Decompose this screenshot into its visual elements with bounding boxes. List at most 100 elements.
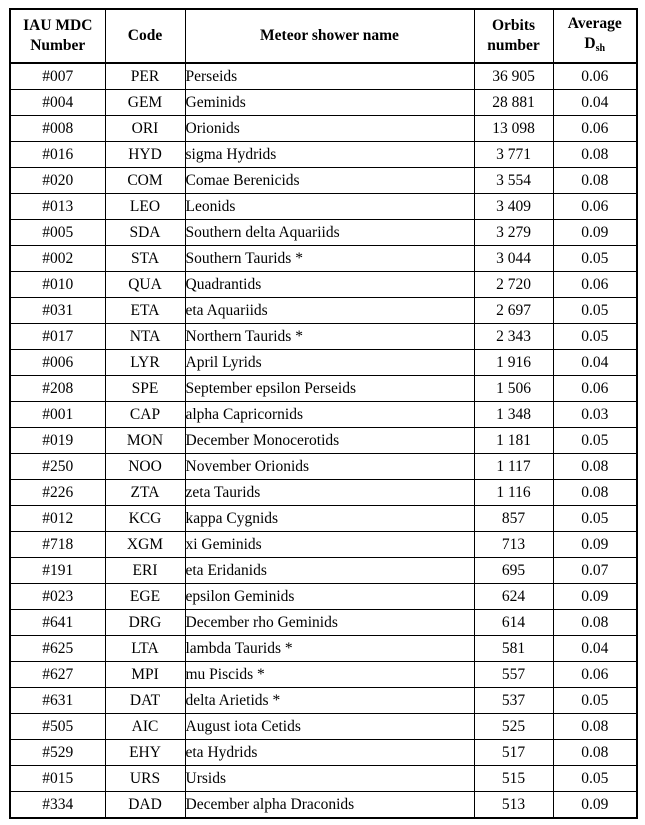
cell-name: September epsilon Perseids [184, 375, 475, 402]
cell-name: Ursids [184, 765, 475, 792]
cell-number: #631 [9, 687, 106, 714]
cell-dsh: 0.06 [552, 62, 638, 90]
cell-number: #031 [9, 297, 106, 324]
cell-dsh: 0.08 [552, 479, 638, 506]
cell-dsh: 0.06 [552, 115, 638, 142]
cell-dsh: 0.04 [552, 635, 638, 662]
cell-orbits: 1 116 [473, 479, 554, 506]
cell-dsh: 0.04 [552, 349, 638, 376]
table-row: #191 ERI eta Eridanids 695 0.07 [9, 557, 638, 584]
cell-code: MPI [104, 661, 186, 688]
cell-dsh: 0.08 [552, 141, 638, 168]
cell-dsh: 0.03 [552, 401, 638, 428]
cell-name: eta Hydrids [184, 739, 475, 766]
table-row: #007 PER Perseids 36 905 0.06 [9, 62, 638, 90]
cell-name: August iota Cetids [184, 713, 475, 740]
cell-number: #015 [9, 765, 106, 792]
cell-dsh: 0.07 [552, 557, 638, 584]
cell-number: #334 [9, 791, 106, 819]
cell-orbits: 3 279 [473, 219, 554, 246]
cell-orbits: 1 348 [473, 401, 554, 428]
cell-number: #718 [9, 531, 106, 558]
table-row: #250 NOO November Orionids 1 117 0.08 [9, 453, 638, 480]
cell-dsh: 0.06 [552, 193, 638, 220]
cell-orbits: 3 044 [473, 245, 554, 272]
cell-number: #005 [9, 219, 106, 246]
table-row: #001 CAP alpha Capricornids 1 348 0.03 [9, 401, 638, 428]
cell-number: #012 [9, 505, 106, 532]
cell-name: sigma Hydrids [184, 141, 475, 168]
table-row: #334 DAD December alpha Draconids 513 0.09 [9, 791, 638, 819]
cell-orbits: 695 [473, 557, 554, 584]
header-number-line2: Number [30, 37, 86, 54]
table-row: #208 SPE September epsilon Perseids 1 506 0.… [9, 375, 638, 402]
cell-number: #007 [9, 62, 106, 90]
cell-name: December Monocerotids [184, 427, 475, 454]
cell-dsh: 0.09 [552, 583, 638, 610]
cell-orbits: 713 [473, 531, 554, 558]
table-row: #529 EHY eta Hydrids 517 0.08 [9, 739, 638, 766]
table-row: #005 SDA Southern delta Aquariids 3 279 0.09 [9, 219, 638, 246]
cell-number: #001 [9, 401, 106, 428]
table-row: #004 GEM Geminids 28 881 0.04 [9, 89, 638, 116]
cell-code: ETA [104, 297, 186, 324]
cell-dsh: 0.09 [552, 531, 638, 558]
table-row: #226 ZTA zeta Taurids 1 116 0.08 [9, 479, 638, 506]
cell-name: mu Piscids * [184, 661, 475, 688]
cell-code: ZTA [104, 479, 186, 506]
cell-dsh: 0.06 [552, 661, 638, 688]
cell-orbits: 1 916 [473, 349, 554, 376]
cell-dsh: 0.08 [552, 453, 638, 480]
cell-dsh: 0.05 [552, 297, 638, 324]
cell-number: #023 [9, 583, 106, 610]
cell-code: NTA [104, 323, 186, 350]
cell-number: #016 [9, 141, 106, 168]
cell-orbits: 1 181 [473, 427, 554, 454]
table-row: #013 LEO Leonids 3 409 0.06 [9, 193, 638, 220]
cell-number: #020 [9, 167, 106, 194]
cell-number: #627 [9, 661, 106, 688]
cell-dsh: 0.06 [552, 375, 638, 402]
cell-dsh: 0.04 [552, 89, 638, 116]
cell-code: COM [104, 167, 186, 194]
table-row: #020 COM Comae Berenicids 3 554 0.08 [9, 167, 638, 194]
table-row: #016 HYD sigma Hydrids 3 771 0.08 [9, 141, 638, 168]
cell-name: Southern Taurids * [184, 245, 475, 272]
cell-name: eta Aquariids [184, 297, 475, 324]
table-row: #006 LYR April Lyrids 1 916 0.04 [9, 349, 638, 376]
cell-code: DAD [104, 791, 186, 819]
cell-orbits: 2 343 [473, 323, 554, 350]
cell-code: GEM [104, 89, 186, 116]
cell-dsh: 0.05 [552, 245, 638, 272]
cell-name: xi Geminids [184, 531, 475, 558]
cell-orbits: 581 [473, 635, 554, 662]
table-row: #019 MON December Monocerotids 1 181 0.05 [9, 427, 638, 454]
table-row: #627 MPI mu Piscids * 557 0.06 [9, 661, 638, 688]
cell-dsh: 0.05 [552, 427, 638, 454]
cell-orbits: 857 [473, 505, 554, 532]
cell-dsh: 0.05 [552, 505, 638, 532]
cell-number: #006 [9, 349, 106, 376]
cell-code: ERI [104, 557, 186, 584]
cell-code: DAT [104, 687, 186, 714]
cell-dsh: 0.08 [552, 167, 638, 194]
cell-number: #625 [9, 635, 106, 662]
cell-dsh: 0.06 [552, 271, 638, 298]
cell-code: KCG [104, 505, 186, 532]
cell-code: MON [104, 427, 186, 454]
table-row: #002 STA Southern Taurids * 3 044 0.05 [9, 245, 638, 272]
cell-orbits: 517 [473, 739, 554, 766]
cell-name: Leonids [184, 193, 475, 220]
cell-code: LEO [104, 193, 186, 220]
cell-orbits: 515 [473, 765, 554, 792]
cell-dsh: 0.05 [552, 687, 638, 714]
cell-code: SDA [104, 219, 186, 246]
cell-orbits: 525 [473, 713, 554, 740]
cell-dsh: 0.08 [552, 609, 638, 636]
cell-name: Geminids [184, 89, 475, 116]
cell-name: alpha Capricornids [184, 401, 475, 428]
table-row: #031 ETA eta Aquariids 2 697 0.05 [9, 297, 638, 324]
cell-orbits: 557 [473, 661, 554, 688]
cell-orbits: 3 409 [473, 193, 554, 220]
header-row: IAU MDC Number Code Meteor shower name O… [9, 8, 638, 64]
